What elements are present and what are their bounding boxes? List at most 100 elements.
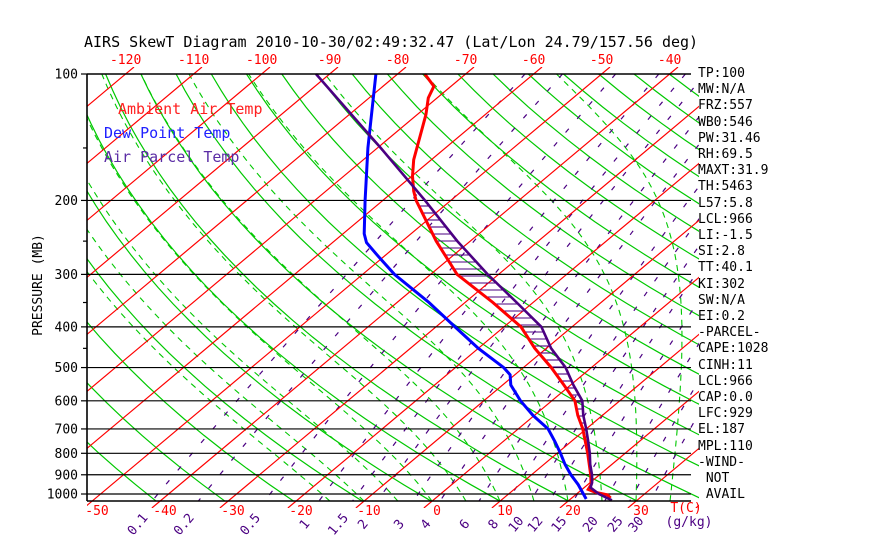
isotherm-line — [87, 67, 203, 165]
isotherm-line — [87, 67, 475, 393]
legend-air-parcel-temp: Air Parcel Temp — [104, 148, 240, 166]
mixing-ratio-line — [548, 268, 699, 502]
bottom-temp-label: 10 — [497, 504, 513, 519]
moist-adiabat-line — [424, 73, 638, 502]
dry-adiabat-line — [87, 257, 363, 502]
legend: Ambient Air Temp Dew Point Temp Air Parc… — [104, 97, 263, 169]
pressure-tick-label: 1000 — [47, 488, 78, 503]
mixing-ratio-label: 0.1 — [125, 511, 152, 539]
moist-adiabat-line — [87, 117, 433, 502]
mixing-ratio-label: 12 — [525, 514, 547, 536]
index-value: L57:5.8 — [698, 195, 753, 211]
bottom-temp-label: 20 — [565, 504, 581, 519]
mixing-ratio-line — [376, 80, 699, 502]
dry-adiabat-line — [210, 73, 699, 467]
index-value: TH:5463 — [698, 179, 753, 195]
index-value: AVAIL — [698, 487, 745, 503]
index-value: MAXT:31.9 — [698, 163, 769, 179]
chart-title: AIRS SkewT Diagram 2010-10-30/02:49:32.4… — [84, 33, 699, 51]
index-value: TT:40.1 — [698, 260, 753, 276]
mixing-ratio-line — [318, 73, 660, 502]
index-value: MW:N/A — [698, 82, 745, 98]
index-value: NOT — [698, 471, 730, 487]
mixing-ratio-line — [412, 115, 699, 502]
pressure-tick-label: 900 — [55, 468, 78, 483]
isotherm-line — [491, 333, 699, 508]
temp-axis-unit: T(C) — [670, 501, 701, 516]
top-temp-label: -60 — [522, 53, 545, 68]
pressure-tick-label: 100 — [55, 68, 78, 83]
bottom-temp-label: -20 — [289, 504, 312, 519]
dry-adiabat-line — [527, 73, 699, 205]
index-value: LI:-1.5 — [698, 228, 753, 244]
pressure-tick-label: 700 — [55, 422, 78, 437]
index-value: SI:2.8 — [698, 244, 745, 260]
isotherm-line — [355, 219, 699, 508]
moist-adiabat-line — [248, 73, 569, 502]
index-value: TP:100 — [698, 66, 745, 81]
pressure-axis-title: PRESSURE (MB) — [31, 234, 46, 336]
mixing-ratio-label: 20 — [580, 514, 602, 536]
top-temp-label: -70 — [454, 53, 477, 68]
dry-adiabat-line — [492, 73, 699, 232]
mixing-ratio-line — [439, 143, 699, 502]
parcel-temp-curve — [315, 73, 613, 502]
mixing-ratio-label: 3 — [391, 517, 408, 533]
dry-adiabat-line — [140, 73, 638, 502]
isotherm-line — [87, 67, 611, 507]
mixing-ratio-line — [197, 73, 563, 502]
dry-adiabat-line — [245, 73, 699, 436]
dry-adiabat-line — [105, 73, 570, 502]
index-value: MPL:110 — [698, 438, 753, 454]
top-temp-label: -120 — [110, 53, 141, 68]
pressure-tick-label: 800 — [55, 447, 78, 462]
mixing-ratio-label: 25 — [605, 514, 627, 536]
top-temp-label: -100 — [246, 53, 277, 68]
index-value: LCL:966 — [698, 211, 753, 227]
isotherm-line — [151, 67, 679, 508]
indices-panel: TP:100 MW:N/A FRZ:557 WB0:546 PW:31.46 RH:69.… — [698, 66, 768, 503]
index-value: EL:187 — [698, 422, 745, 438]
mixing-ratio-label: 1 — [297, 517, 314, 533]
top-temp-label: -110 — [178, 53, 209, 68]
index-value: CINH:11 — [698, 357, 753, 373]
isotherm-line — [219, 105, 699, 508]
isotherm-line — [559, 390, 699, 508]
isotherm-line — [87, 67, 339, 279]
mixing-ratio-label: 8 — [486, 517, 503, 533]
mixing-ratio-label: 4 — [418, 517, 435, 533]
index-value: FRZ:557 — [698, 98, 753, 114]
index-value: SW:N/A — [698, 292, 745, 308]
isotherm-line — [87, 67, 543, 450]
isotherm-line — [87, 67, 271, 222]
index-value: KI:302 — [698, 276, 745, 292]
mixing-axis-unit: (g/kg) — [666, 515, 713, 530]
dewpoint-curve — [362, 73, 588, 500]
pressure-tick-label: 600 — [55, 394, 78, 409]
index-value: -PARCEL- — [698, 325, 761, 341]
legend-ambient-air-temp: Ambient Air Temp — [118, 100, 263, 118]
moist-adiabat-line — [556, 73, 683, 502]
index-value: LFC:929 — [698, 406, 753, 422]
dry-adiabat-line — [87, 189, 432, 502]
isotherm-line — [87, 67, 407, 336]
dry-adiabat-line — [422, 73, 699, 288]
top-temp-label: -40 — [658, 53, 681, 68]
moist-adiabat-line — [140, 73, 501, 502]
dry-adiabat-line — [457, 73, 699, 260]
bottom-temp-label: 30 — [633, 504, 649, 519]
bottom-temp-label: -50 — [85, 504, 108, 519]
bottom-temp-label: -10 — [357, 504, 380, 519]
mixing-ratio-line — [351, 73, 686, 502]
mixing-ratio-label: 2 — [355, 517, 372, 533]
bottom-temp-label: -30 — [221, 504, 244, 519]
mixing-ratio-label: 6 — [457, 517, 474, 533]
index-value: CAP:0.0 — [698, 390, 753, 406]
moist-adiabat-line — [324, 73, 603, 502]
mixing-ratio-line — [263, 73, 617, 502]
pressure-tick-label: 200 — [55, 194, 78, 209]
legend-dew-point-temp: Dew Point Temp — [104, 124, 231, 142]
pressure-tick-label: 300 — [55, 268, 78, 283]
bottom-temp-label: -40 — [153, 504, 176, 519]
